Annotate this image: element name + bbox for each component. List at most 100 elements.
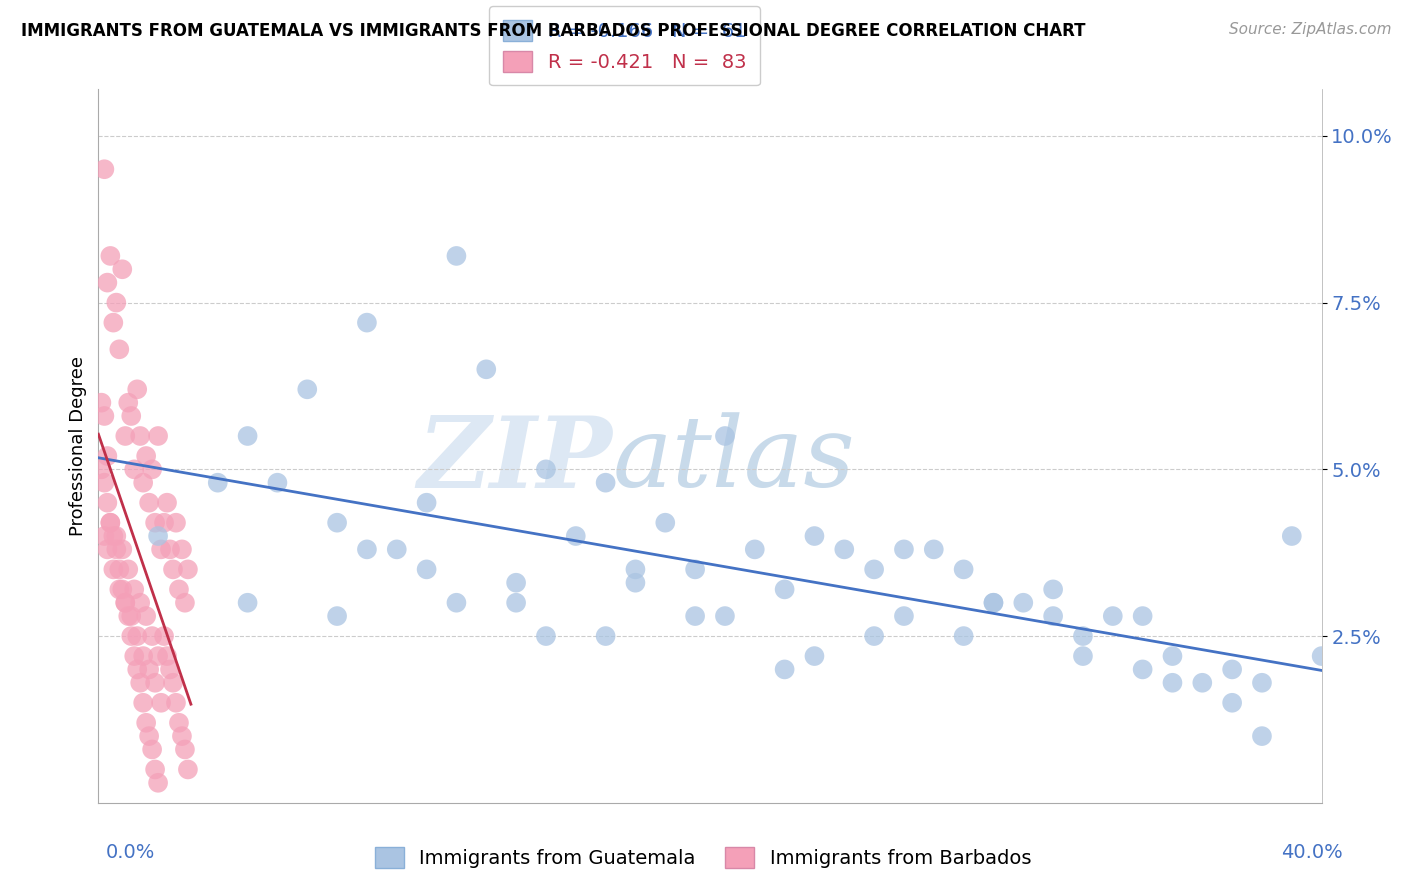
- Point: [111, 582, 134, 597]
- Text: ZIP: ZIP: [418, 412, 612, 508]
- Point: [93, 162, 115, 177]
- Point: [534, 629, 557, 643]
- Point: [654, 516, 676, 530]
- Point: [1042, 582, 1064, 597]
- Point: [1281, 529, 1303, 543]
- Point: [129, 429, 152, 443]
- Point: [893, 542, 915, 557]
- Point: [138, 729, 160, 743]
- Point: [170, 542, 193, 557]
- Text: IMMIGRANTS FROM GUATEMALA VS IMMIGRANTS FROM BARBADOS PROFESSIONAL DEGREE CORREL: IMMIGRANTS FROM GUATEMALA VS IMMIGRANTS …: [21, 22, 1085, 40]
- Point: [177, 562, 200, 576]
- Point: [146, 529, 169, 543]
- Point: [105, 529, 128, 543]
- Point: [1071, 649, 1094, 664]
- Point: [326, 609, 349, 624]
- Point: [952, 629, 974, 643]
- Point: [385, 542, 408, 557]
- Y-axis label: Professional Degree: Professional Degree: [69, 356, 87, 536]
- Point: [103, 529, 125, 543]
- Point: [141, 629, 163, 643]
- Point: [129, 596, 152, 610]
- Point: [114, 429, 136, 443]
- Point: [114, 596, 136, 610]
- Point: [922, 542, 945, 557]
- Point: [96, 276, 118, 290]
- Point: [146, 429, 169, 443]
- Point: [156, 496, 179, 510]
- Point: [120, 609, 142, 624]
- Point: [96, 542, 118, 557]
- Point: [505, 575, 527, 590]
- Point: [108, 562, 131, 576]
- Point: [141, 462, 163, 476]
- Text: 40.0%: 40.0%: [1281, 843, 1343, 862]
- Legend: R = -0.166   N =  61, R = -0.421   N =  83: R = -0.166 N = 61, R = -0.421 N = 83: [489, 6, 759, 86]
- Point: [683, 562, 706, 576]
- Point: [108, 343, 131, 357]
- Point: [165, 516, 187, 530]
- Point: [714, 609, 737, 624]
- Point: [146, 776, 169, 790]
- Point: [565, 529, 588, 543]
- Point: [773, 662, 796, 676]
- Point: [1161, 649, 1184, 664]
- Point: [103, 316, 125, 330]
- Legend: Immigrants from Guatemala, Immigrants from Barbados: Immigrants from Guatemala, Immigrants fr…: [366, 838, 1040, 878]
- Point: [683, 609, 706, 624]
- Point: [624, 562, 647, 576]
- Point: [153, 629, 176, 643]
- Point: [326, 516, 349, 530]
- Point: [150, 696, 173, 710]
- Point: [143, 763, 166, 777]
- Point: [446, 249, 468, 263]
- Point: [135, 449, 157, 463]
- Point: [1191, 675, 1213, 690]
- Point: [132, 649, 155, 664]
- Point: [127, 629, 149, 643]
- Point: [297, 382, 319, 396]
- Point: [138, 662, 160, 676]
- Point: [167, 715, 190, 730]
- Point: [162, 562, 184, 576]
- Point: [117, 609, 139, 624]
- Point: [1251, 675, 1274, 690]
- Point: [156, 649, 179, 664]
- Point: [120, 409, 142, 423]
- Point: [1220, 696, 1243, 710]
- Point: [122, 649, 145, 664]
- Point: [117, 395, 139, 409]
- Point: [505, 596, 527, 610]
- Point: [120, 629, 142, 643]
- Point: [141, 742, 163, 756]
- Point: [114, 596, 136, 610]
- Point: [595, 475, 617, 490]
- Point: [143, 516, 166, 530]
- Point: [105, 542, 128, 557]
- Point: [96, 496, 118, 510]
- Point: [96, 449, 118, 463]
- Point: [714, 429, 737, 443]
- Point: [446, 596, 468, 610]
- Point: [1161, 675, 1184, 690]
- Point: [108, 582, 131, 597]
- Point: [93, 529, 115, 543]
- Point: [177, 763, 200, 777]
- Point: [111, 262, 134, 277]
- Point: [983, 596, 1005, 610]
- Point: [1220, 662, 1243, 676]
- Point: [159, 542, 181, 557]
- Point: [1310, 649, 1333, 664]
- Point: [356, 316, 378, 330]
- Point: [1132, 662, 1154, 676]
- Point: [773, 582, 796, 597]
- Point: [122, 582, 145, 597]
- Point: [98, 249, 121, 263]
- Point: [111, 542, 134, 557]
- Point: [135, 609, 157, 624]
- Point: [415, 496, 437, 510]
- Point: [117, 562, 139, 576]
- Point: [138, 496, 160, 510]
- Point: [356, 542, 378, 557]
- Point: [135, 715, 157, 730]
